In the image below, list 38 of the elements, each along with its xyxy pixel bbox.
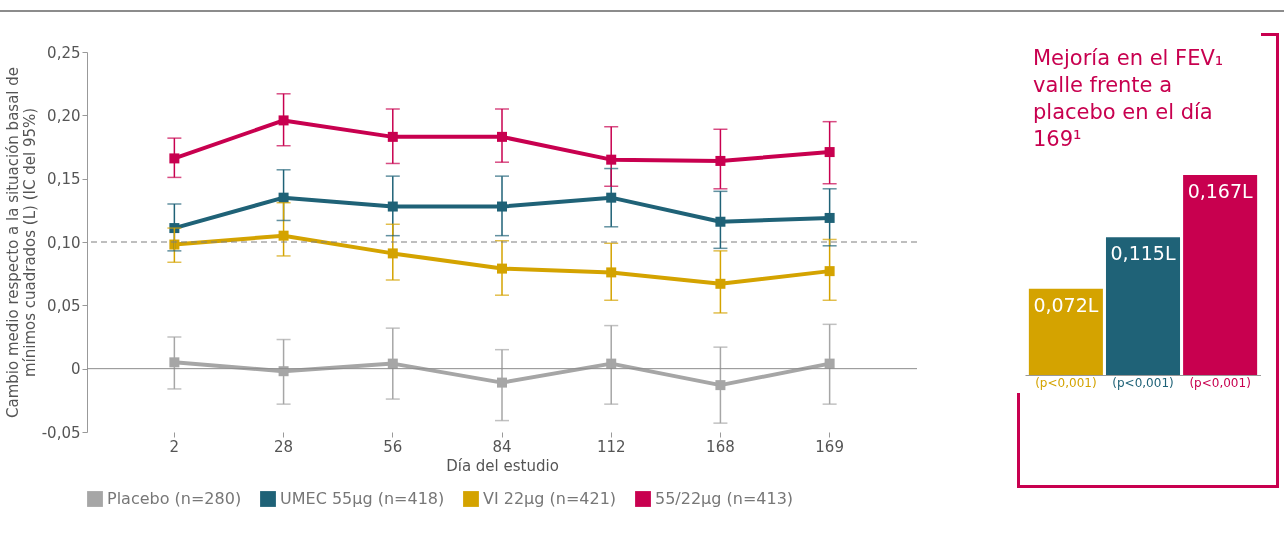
point — [715, 278, 726, 289]
data-label: 0,167L — [1187, 180, 1254, 202]
data-label: 0,115L — [1110, 242, 1176, 265]
point — [278, 230, 289, 241]
chart-title: Mejoría en el FEV₁ valle frente a placebo en el día 169¹ — [1033, 46, 1224, 151]
point — [824, 212, 835, 223]
point — [169, 153, 180, 164]
y-tick-label: 0,15 — [47, 170, 81, 189]
x-axis-title: Día del estudio — [446, 456, 559, 475]
point — [715, 155, 726, 166]
y-tick-label: 0,05 — [47, 296, 81, 315]
x-tick-label: 56 — [383, 437, 403, 456]
point — [715, 216, 726, 227]
point — [824, 266, 835, 277]
x-tick-label: 169 — [815, 437, 844, 456]
y-tick-label: -0,05 — [41, 423, 81, 442]
point — [824, 147, 835, 158]
y-tick-label: 0,25 — [47, 43, 81, 62]
x-tick-label: 28 — [274, 437, 294, 456]
data-label: 0,072L — [1033, 293, 1099, 316]
point — [169, 357, 180, 368]
legend-label: Placebo (n=280) — [107, 489, 242, 508]
x-tick-label: (p<0,001) — [1189, 375, 1251, 390]
x-tick-label: (p<0,001) — [1035, 375, 1097, 390]
x-tick-label: 2 — [169, 437, 180, 456]
y-tick-label: 0 — [70, 360, 81, 379]
x-tick-label: 84 — [492, 437, 512, 456]
legend-label: 55/22μg (n=413) — [655, 489, 794, 508]
y-axis-title: Cambio medio respecto a la situación basal de mínimos cuadrados (L) (IC del 95%) — [3, 66, 39, 419]
x-tick-label: 112 — [596, 437, 626, 456]
x-tick-label: 168 — [706, 437, 735, 456]
y-tick-label: 0,10 — [47, 233, 81, 252]
x-tick-label: (p<0,001) — [1112, 375, 1174, 390]
y-tick-label: 0,20 — [47, 106, 81, 125]
point — [278, 115, 289, 126]
legend-label: UMEC 55μg (n=418) — [280, 489, 445, 508]
legend-label: VI 22μg (n=421) — [483, 489, 617, 508]
point — [715, 380, 726, 391]
